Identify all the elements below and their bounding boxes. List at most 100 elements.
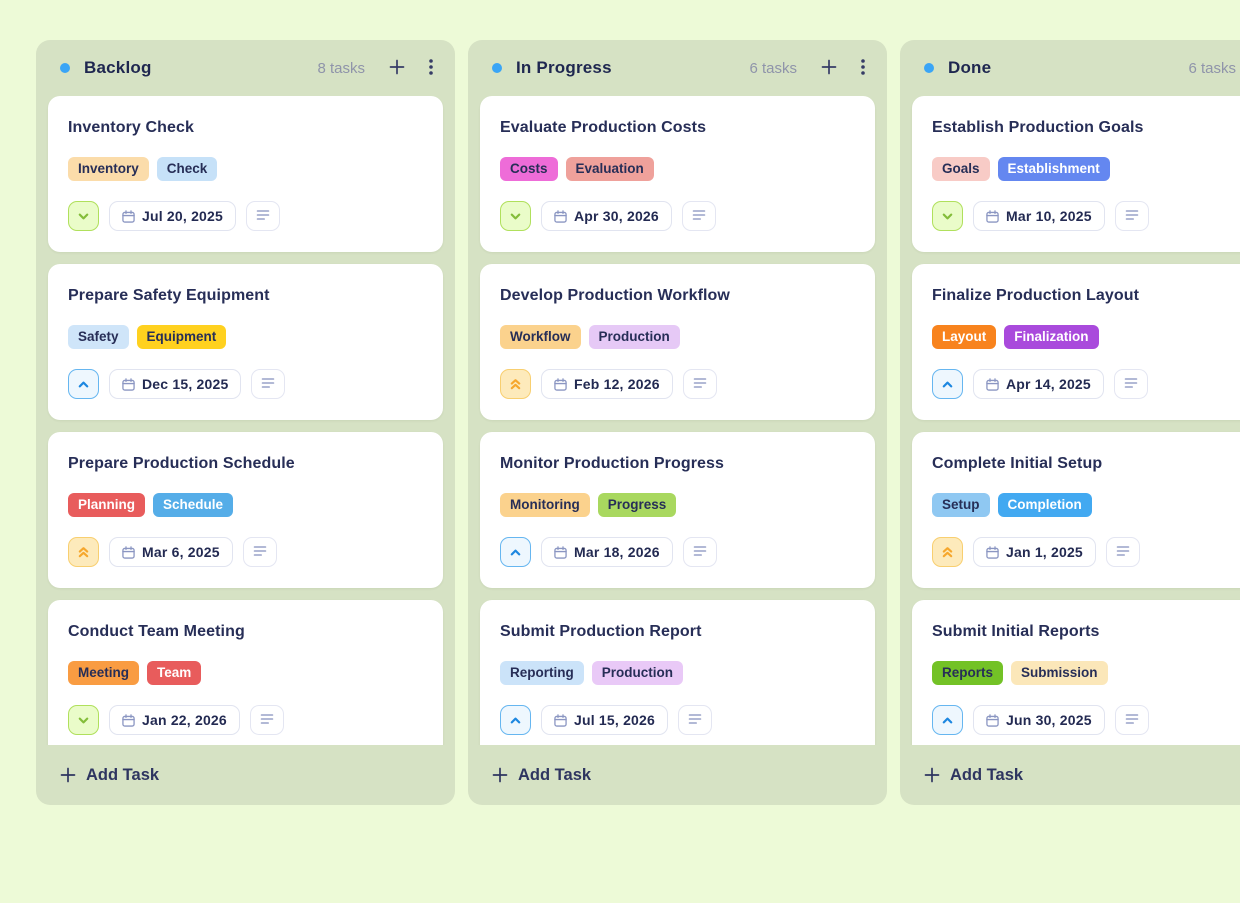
- calendar-icon: [122, 545, 135, 559]
- description-button[interactable]: [1114, 201, 1149, 231]
- tag-list: Reports Submission: [932, 661, 1240, 685]
- task-card[interactable]: Submit Initial Reports Reports Submission…: [912, 600, 1240, 745]
- column-footer: Add Task: [36, 745, 455, 805]
- task-title: Develop Production Workflow: [500, 287, 730, 304]
- due-date-text: Dec 15, 2025: [142, 376, 229, 392]
- add-task-button[interactable]: Add Task: [492, 766, 591, 785]
- priority-low-button[interactable]: [68, 201, 99, 231]
- description-button[interactable]: [678, 705, 713, 735]
- due-date-chip[interactable]: Apr 14, 2025: [973, 369, 1104, 399]
- description-button[interactable]: [246, 201, 281, 231]
- task-card[interactable]: Develop Production Workflow Workflow Prod…: [480, 264, 875, 420]
- priority-high-button[interactable]: [932, 537, 963, 567]
- due-date-chip[interactable]: Dec 15, 2025: [109, 369, 242, 399]
- task-card[interactable]: Evaluate Production Costs Costs Evaluatio…: [480, 96, 875, 252]
- description-icon: [693, 377, 707, 392]
- card-meta-row: Mar 6, 2025: [68, 537, 423, 567]
- calendar-icon: [122, 713, 135, 727]
- column-menu-button[interactable]: [861, 58, 865, 78]
- description-icon: [1116, 545, 1130, 560]
- priority-high-button[interactable]: [68, 537, 99, 567]
- priority-medium-button[interactable]: [932, 705, 963, 735]
- kebab-menu-icon: [429, 58, 433, 78]
- due-date-chip[interactable]: Mar 6, 2025: [109, 537, 233, 567]
- priority-medium-button[interactable]: [932, 369, 963, 399]
- card-meta-row: Jan 1, 2025: [932, 537, 1240, 567]
- priority-medium-button[interactable]: [68, 369, 99, 399]
- column-title: Backlog: [84, 58, 152, 77]
- task-card[interactable]: Complete Initial Setup Setup Completion J…: [912, 432, 1240, 588]
- tag-list: Planning Schedule: [68, 493, 423, 517]
- task-title: Conduct Team Meeting: [68, 623, 245, 640]
- add-task-label: Add Task: [518, 765, 592, 784]
- task-card[interactable]: Prepare Production Schedule Planning Sche…: [48, 432, 443, 588]
- due-date-chip[interactable]: Apr 30, 2026: [541, 201, 672, 231]
- task-title: Complete Initial Setup: [932, 455, 1103, 472]
- description-button[interactable]: [249, 705, 284, 735]
- column-task-count: 8 tasks: [317, 59, 365, 77]
- due-date-text: Jun 30, 2025: [1006, 712, 1092, 728]
- calendar-icon: [554, 545, 567, 559]
- description-button[interactable]: [682, 369, 717, 399]
- tag: Schedule: [153, 493, 234, 517]
- kanban-column: Done 6 tasks Establish Production Goals …: [900, 40, 1240, 805]
- description-button[interactable]: [1114, 705, 1149, 735]
- due-date-chip[interactable]: Jul 15, 2026: [541, 705, 669, 735]
- card-list: Establish Production Goals Goals Establis…: [900, 96, 1240, 745]
- tag: Monitoring: [500, 493, 590, 517]
- due-date-text: Jan 1, 2025: [1006, 544, 1083, 560]
- description-button[interactable]: [1113, 369, 1148, 399]
- due-date-text: Mar 6, 2025: [142, 544, 220, 560]
- column-menu-button[interactable]: [429, 58, 433, 78]
- task-card[interactable]: Establish Production Goals Goals Establis…: [912, 96, 1240, 252]
- description-button[interactable]: [242, 537, 277, 567]
- due-date-chip[interactable]: Jul 20, 2025: [109, 201, 237, 231]
- column-title: In Progress: [516, 58, 612, 77]
- task-card[interactable]: Conduct Team Meeting Meeting Team Jan 22,…: [48, 600, 443, 745]
- description-button[interactable]: [251, 369, 286, 399]
- task-card[interactable]: Monitor Production Progress Monitoring Pr…: [480, 432, 875, 588]
- calendar-icon: [986, 713, 999, 727]
- description-icon: [688, 713, 702, 728]
- priority-high-button[interactable]: [500, 369, 531, 399]
- due-date-chip[interactable]: Mar 18, 2026: [541, 537, 673, 567]
- tag: Check: [156, 157, 218, 181]
- add-task-button[interactable]: Add Task: [60, 766, 159, 785]
- due-date-chip[interactable]: Feb 12, 2026: [541, 369, 673, 399]
- add-card-button[interactable]: [389, 59, 405, 78]
- tag: Completion: [997, 493, 1092, 517]
- priority-low-button[interactable]: [500, 201, 531, 231]
- tag: Inventory: [68, 157, 149, 181]
- priority-low-button[interactable]: [68, 705, 99, 735]
- plus-icon: [389, 59, 405, 78]
- due-date-chip[interactable]: Jan 22, 2026: [109, 705, 240, 735]
- task-card[interactable]: Submit Production Report Reporting Produc…: [480, 600, 875, 745]
- priority-medium-button[interactable]: [500, 705, 531, 735]
- description-icon: [253, 545, 267, 560]
- tag: Goals: [932, 157, 990, 181]
- plus-icon: [60, 767, 76, 783]
- due-date-chip[interactable]: Mar 10, 2025: [973, 201, 1105, 231]
- column-footer: Add Task: [468, 745, 887, 805]
- add-task-button[interactable]: Add Task: [924, 766, 1023, 785]
- tag: Meeting: [68, 661, 140, 685]
- due-date-text: Mar 18, 2026: [574, 544, 660, 560]
- task-card[interactable]: Inventory Check Inventory Check Jul 20, 2…: [48, 96, 443, 252]
- task-card[interactable]: Prepare Safety Equipment Safety Equipment…: [48, 264, 443, 420]
- tag: Workflow: [500, 325, 581, 349]
- description-button[interactable]: [1105, 537, 1140, 567]
- description-button[interactable]: [681, 201, 716, 231]
- kanban-column: Backlog 8 tasks Inventory Check Inventor…: [36, 40, 455, 805]
- tag: Progress: [597, 493, 677, 517]
- column-status-dot: [492, 63, 502, 73]
- priority-low-button[interactable]: [932, 201, 963, 231]
- add-card-button[interactable]: [821, 59, 837, 78]
- task-card[interactable]: Finalize Production Layout Layout Finaliz…: [912, 264, 1240, 420]
- due-date-chip[interactable]: Jan 1, 2025: [973, 537, 1096, 567]
- due-date-chip[interactable]: Jun 30, 2025: [973, 705, 1105, 735]
- due-date-text: Mar 10, 2025: [1006, 208, 1092, 224]
- description-button[interactable]: [682, 537, 717, 567]
- plus-icon: [492, 767, 508, 783]
- calendar-icon: [554, 209, 567, 223]
- priority-medium-button[interactable]: [500, 537, 531, 567]
